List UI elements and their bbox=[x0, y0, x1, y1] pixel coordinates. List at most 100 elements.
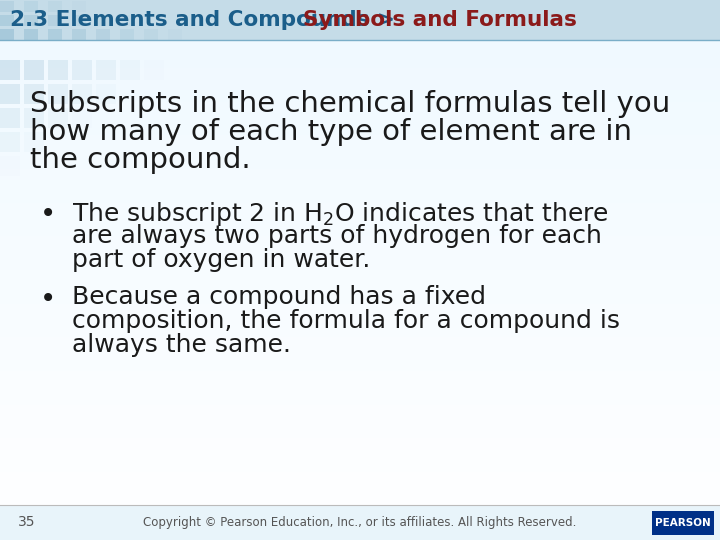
Bar bbox=[0, 234, 720, 235]
Bar bbox=[0, 272, 720, 273]
Bar bbox=[0, 445, 720, 446]
Bar bbox=[0, 365, 720, 366]
Bar bbox=[0, 14, 720, 15]
Bar bbox=[0, 267, 720, 268]
Bar bbox=[0, 345, 720, 346]
Bar bbox=[0, 133, 720, 134]
Bar bbox=[0, 173, 720, 174]
Bar bbox=[0, 498, 720, 499]
Bar bbox=[0, 349, 720, 350]
Bar bbox=[0, 243, 720, 244]
Bar bbox=[0, 198, 720, 199]
Bar bbox=[0, 81, 720, 82]
Bar bbox=[0, 117, 720, 118]
Bar bbox=[0, 106, 720, 107]
Bar bbox=[0, 496, 720, 497]
Bar bbox=[0, 464, 720, 465]
Bar bbox=[0, 426, 720, 427]
Bar bbox=[0, 520, 720, 521]
Bar bbox=[0, 342, 720, 343]
Bar bbox=[0, 343, 720, 344]
Bar bbox=[0, 31, 720, 32]
Bar bbox=[0, 479, 720, 480]
Bar bbox=[0, 72, 720, 73]
Bar bbox=[0, 108, 20, 128]
Bar bbox=[0, 258, 720, 259]
Bar bbox=[0, 482, 720, 483]
Bar bbox=[0, 284, 720, 285]
Bar bbox=[0, 89, 720, 90]
Bar bbox=[0, 12, 720, 13]
Bar bbox=[0, 372, 720, 373]
Bar bbox=[0, 523, 720, 524]
Bar bbox=[0, 510, 720, 511]
Bar bbox=[72, 108, 92, 128]
Bar bbox=[0, 15, 720, 16]
Bar bbox=[0, 92, 720, 93]
Bar bbox=[0, 85, 720, 86]
Bar bbox=[0, 466, 720, 467]
Bar bbox=[0, 102, 720, 103]
Bar bbox=[0, 75, 720, 76]
Bar bbox=[0, 159, 720, 160]
Bar bbox=[0, 278, 720, 279]
Bar bbox=[0, 99, 720, 100]
Bar bbox=[0, 58, 720, 59]
Bar bbox=[0, 109, 720, 110]
Bar bbox=[0, 231, 720, 232]
Bar bbox=[0, 487, 720, 488]
Bar bbox=[0, 323, 720, 324]
Bar bbox=[0, 530, 720, 531]
Text: Symbols and Formulas: Symbols and Formulas bbox=[303, 10, 577, 30]
Bar bbox=[0, 346, 720, 347]
Bar bbox=[0, 373, 720, 374]
Bar bbox=[0, 51, 720, 52]
Bar bbox=[0, 421, 720, 422]
Bar bbox=[0, 52, 720, 53]
Bar bbox=[0, 425, 720, 426]
Bar bbox=[0, 441, 720, 442]
Bar bbox=[0, 206, 720, 207]
Bar bbox=[0, 213, 720, 214]
Bar bbox=[0, 290, 720, 291]
Bar bbox=[0, 387, 720, 388]
Bar bbox=[0, 527, 720, 528]
Bar bbox=[0, 209, 720, 210]
Bar bbox=[0, 438, 720, 439]
Bar bbox=[0, 2, 720, 3]
Bar bbox=[0, 116, 720, 117]
Bar bbox=[0, 217, 720, 218]
Bar bbox=[0, 26, 720, 27]
Text: •: • bbox=[40, 285, 56, 313]
Bar bbox=[0, 456, 720, 457]
Bar bbox=[144, 29, 158, 40]
Bar bbox=[0, 20, 720, 21]
Bar bbox=[0, 394, 720, 395]
Bar bbox=[0, 224, 720, 225]
Bar bbox=[0, 183, 720, 184]
Bar bbox=[0, 182, 720, 183]
Bar bbox=[0, 485, 720, 486]
Bar bbox=[0, 519, 720, 520]
Bar bbox=[0, 263, 720, 264]
Bar bbox=[0, 255, 720, 256]
Bar bbox=[0, 54, 720, 55]
Bar bbox=[0, 225, 720, 226]
Bar bbox=[24, 15, 38, 26]
Bar bbox=[0, 204, 720, 205]
Bar bbox=[0, 437, 720, 438]
Bar bbox=[0, 322, 720, 323]
Bar bbox=[0, 481, 720, 482]
Bar bbox=[0, 136, 720, 137]
Bar bbox=[0, 94, 720, 95]
Bar bbox=[0, 364, 720, 365]
Bar bbox=[0, 473, 720, 474]
Bar bbox=[0, 325, 720, 326]
Bar bbox=[0, 228, 720, 229]
Bar bbox=[0, 10, 720, 11]
Bar bbox=[0, 400, 720, 401]
Bar bbox=[0, 0, 720, 40]
Bar bbox=[0, 68, 720, 69]
Bar bbox=[0, 77, 720, 78]
Bar bbox=[0, 29, 720, 30]
